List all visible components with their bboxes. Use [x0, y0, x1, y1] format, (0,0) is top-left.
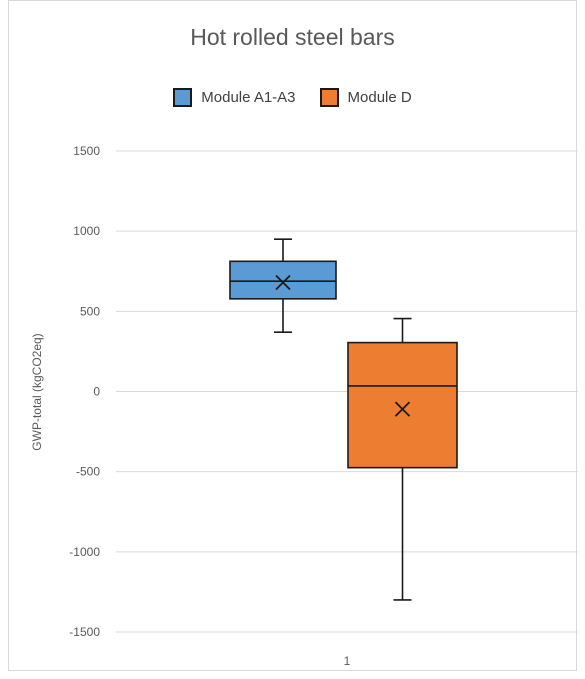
- y-tick-label: 1000: [73, 224, 100, 238]
- x-tick-label: 1: [344, 654, 351, 668]
- mean-marker-module-d: [394, 401, 411, 417]
- legend-label-module-a1-a3: Module A1-A3: [201, 89, 296, 106]
- legend-item-module-d: Module D: [319, 88, 412, 107]
- chart-frame: [8, 0, 577, 671]
- legend-swatch-module-a1-a3: [173, 88, 193, 107]
- mean-marker-module-a1-a3: [275, 274, 291, 291]
- y-tick-label: -1000: [69, 545, 100, 559]
- box-module-d: [347, 341, 458, 469]
- y-tick-label: -500: [76, 465, 100, 479]
- y-tick-label: 1500: [73, 144, 100, 158]
- y-tick-label: 500: [80, 304, 100, 318]
- chart-title: Hot rolled steel bars: [190, 24, 395, 50]
- box-module-a1-a3: [229, 260, 337, 300]
- legend-swatch-module-d: [319, 88, 339, 107]
- legend-label-module-d: Module D: [347, 89, 412, 106]
- y-tick-label: -1500: [69, 625, 100, 639]
- y-tick-label: 0: [93, 385, 100, 399]
- legend-item-module-a1-a3: Module A1-A3: [173, 88, 296, 107]
- chart-legend: Module A1-A3 Module D: [0, 88, 585, 107]
